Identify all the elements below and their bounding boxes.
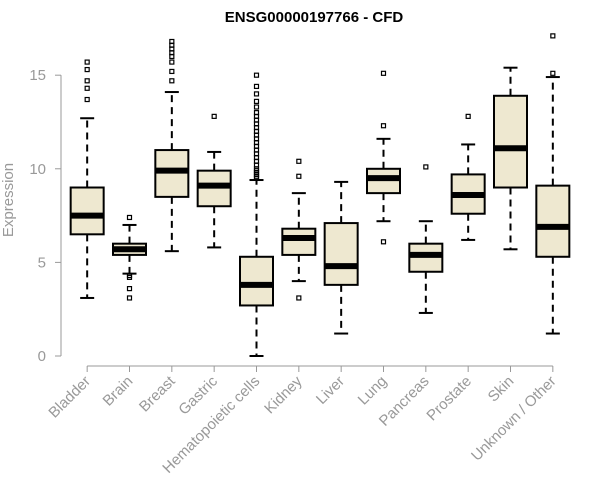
outlier-point xyxy=(296,173,302,179)
outlier-point xyxy=(169,38,175,45)
outlier-point xyxy=(296,295,302,301)
outlier-point xyxy=(169,68,175,75)
outlier-point xyxy=(423,164,429,170)
outlier-point xyxy=(126,214,133,221)
outlier-point xyxy=(126,272,133,279)
outlier-point xyxy=(380,123,387,129)
box-pancreas xyxy=(408,164,444,314)
box-body xyxy=(493,94,528,189)
x-tick-label: Prostate xyxy=(423,373,475,425)
box-body xyxy=(281,227,317,256)
y-tick-label: 0 xyxy=(38,348,46,365)
outlier-point xyxy=(253,110,260,116)
outlier-point xyxy=(84,96,90,103)
box-body xyxy=(239,255,274,307)
x-tick-label: Lung xyxy=(355,373,391,409)
outlier-point xyxy=(550,70,556,76)
outlier-point xyxy=(253,98,260,104)
chart-title: ENSG00000197766 - CFD xyxy=(225,9,404,26)
x-tick-label: Bladder xyxy=(45,373,94,422)
box-skin xyxy=(493,66,528,251)
x-tick-label: Skin xyxy=(485,373,518,406)
y-tick-label: 15 xyxy=(29,67,46,84)
box-brain xyxy=(112,214,147,301)
y-axis-label: Expression xyxy=(0,163,17,237)
box-body xyxy=(323,222,359,286)
box-breast xyxy=(154,38,190,253)
outlier-point xyxy=(550,33,556,39)
box-bladder xyxy=(69,59,105,299)
x-tick-label: Kidney xyxy=(261,372,306,417)
outlier-point xyxy=(296,158,302,164)
outlier-point xyxy=(84,78,90,84)
outlier-point xyxy=(253,83,260,90)
outlier-point xyxy=(169,59,175,65)
outlier-point xyxy=(126,295,133,301)
outlier-point xyxy=(211,113,217,119)
outlier-point xyxy=(380,70,387,76)
outlier-point xyxy=(126,286,133,292)
y-tick-label: 5 xyxy=(38,254,46,271)
x-tick-label: Liver xyxy=(313,373,348,408)
outlier-point xyxy=(84,85,90,91)
y-tick-label: 10 xyxy=(29,161,46,178)
outlier-point xyxy=(84,66,90,73)
box-unknown-other xyxy=(535,33,571,335)
outlier-point xyxy=(84,59,90,65)
outlier-point xyxy=(253,104,260,110)
y-axis: 0 5 10 15 xyxy=(29,67,62,365)
x-tick-label: Breast xyxy=(136,372,179,415)
x-tick-label: Brain xyxy=(100,373,137,410)
outlier-point xyxy=(380,239,387,245)
box-kidney xyxy=(281,158,317,301)
box-body xyxy=(535,184,571,258)
outlier-point xyxy=(169,78,175,84)
outlier-point xyxy=(465,113,471,119)
outlier-point xyxy=(253,91,260,97)
box-gastric xyxy=(196,113,232,249)
box-lung xyxy=(366,70,401,245)
boxes xyxy=(69,33,571,357)
outlier-point xyxy=(253,72,260,78)
box-body xyxy=(69,186,105,236)
box-liver xyxy=(323,180,359,335)
box-prostate xyxy=(450,113,486,241)
box-hematopoietic-cells xyxy=(239,72,274,357)
